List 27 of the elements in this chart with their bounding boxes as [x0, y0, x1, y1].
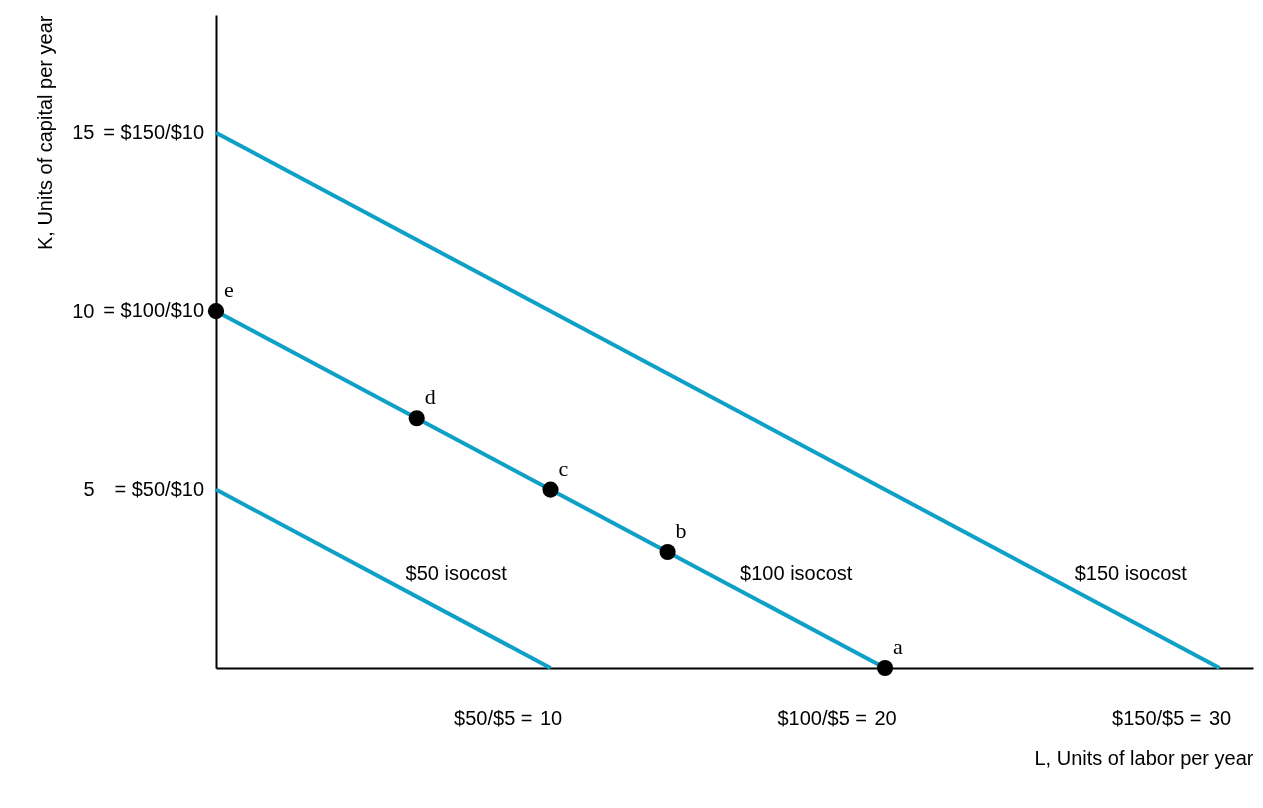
series-label: $150 isocost: [1074, 561, 1188, 584]
annotation: = $150/$10: [103, 120, 204, 143]
annotation: = $100/$10: [103, 299, 204, 322]
x-axis-title: L, Units of labor per year: [1034, 746, 1254, 769]
x-tick-label: 10: [539, 706, 563, 729]
annotation: $150/$5 =: [1112, 707, 1202, 729]
point: [659, 543, 676, 561]
series-label: $100 isocost: [740, 561, 853, 584]
y-tick-label: 5: [83, 478, 95, 501]
data-label: d: [424, 384, 436, 410]
x-tick-label: 30: [1208, 706, 1232, 729]
point: [876, 659, 894, 677]
y-tick-label: 15: [72, 121, 95, 144]
annotation: = $50/$10: [114, 477, 204, 500]
y-axis-title: K, Units of capital per year: [34, 15, 57, 251]
data-label: c: [558, 455, 569, 481]
annotation: $50/$5 =: [454, 707, 533, 729]
point: [408, 410, 425, 427]
x-tick-label: 20: [874, 706, 897, 729]
data-label: b: [675, 518, 687, 544]
y-tick-label: 10: [72, 299, 95, 322]
annotation: $100/$5 =: [777, 707, 868, 729]
data-label: a: [893, 634, 904, 659]
data-label: e: [224, 277, 234, 303]
point: [542, 481, 559, 498]
point: [207, 303, 225, 320]
series-label: $50 isocost: [405, 561, 508, 584]
